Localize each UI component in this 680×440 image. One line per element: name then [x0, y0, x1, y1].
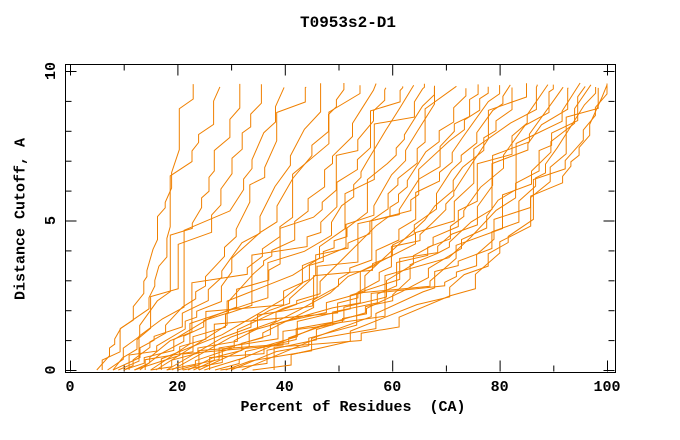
plot-frame: [65, 64, 616, 373]
model-accuracy-curve: [123, 86, 307, 371]
model-accuracy-curve: [134, 85, 361, 371]
chart-title: T0953s2-D1: [299, 14, 396, 32]
model-accuracy-curve: [112, 83, 322, 371]
model-accuracy-curve: [177, 86, 489, 371]
model-accuracy-curve: [123, 87, 387, 371]
model-accuracy-curve: [198, 84, 538, 371]
x-tick-label: 80: [491, 379, 509, 396]
model-accuracy-curve: [150, 84, 479, 371]
model-accuracy-curve: [230, 84, 592, 371]
model-accuracy-curve: [171, 88, 467, 371]
y-tick-label: 0: [43, 365, 60, 374]
model-accuracy-curve: [166, 85, 457, 371]
model-accuracy-curve: [214, 87, 569, 371]
x-tick-label: 60: [383, 379, 401, 396]
model-accuracy-curve: [252, 83, 608, 371]
y-tick-label: 5: [43, 216, 60, 225]
model-accuracy-curve: [182, 85, 501, 371]
x-tick-label: 100: [593, 379, 620, 396]
model-accuracy-curve: [193, 83, 527, 371]
model-accuracy-curve: [139, 83, 377, 371]
model-accuracy-curve: [112, 84, 262, 371]
x-axis-label: Percent of Residues (CA): [240, 399, 466, 416]
y-axis-label: Distance Cutoff, A: [12, 137, 30, 301]
model-accuracy-curve: [128, 83, 345, 370]
model-accuracy-curve: [160, 85, 435, 370]
model-accuracy-curve: [144, 86, 404, 370]
model-accuracy-curve: [101, 86, 221, 370]
model-accuracy-curve: [134, 87, 435, 371]
model-accuracy-curve: [150, 85, 415, 371]
model-accuracy-curve: [241, 87, 597, 371]
model-accuracy-curve: [209, 86, 564, 370]
x-tick-label: 0: [65, 379, 74, 396]
model-accuracy-curve: [198, 86, 586, 370]
model-accuracy-curve: [225, 87, 599, 371]
model-accuracy-curve: [273, 84, 608, 370]
x-tick-label: 40: [276, 379, 294, 396]
model-accuracy-curve: [155, 83, 425, 371]
model-accuracy-curve: [220, 82, 581, 371]
y-tick-label: 10: [43, 62, 60, 80]
model-accuracy-curve: [96, 84, 194, 371]
model-accuracy-curve: [166, 87, 513, 371]
model-accuracy-curve: [118, 87, 285, 371]
x-tick-label: 20: [168, 379, 186, 396]
model-accuracy-curve: [107, 83, 241, 371]
